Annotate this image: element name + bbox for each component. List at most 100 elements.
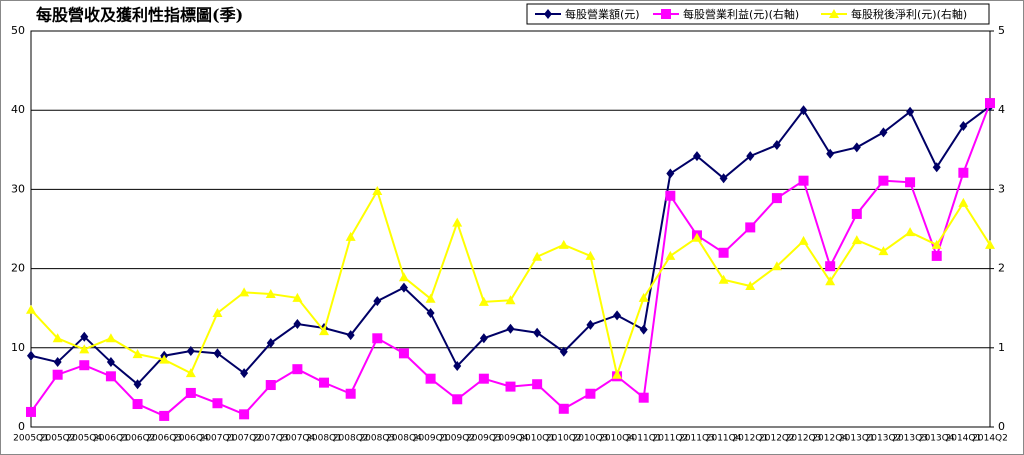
- marker: [185, 387, 196, 398]
- y-tick-label: 0: [18, 420, 25, 433]
- x-tick-label: 2011Q2: [652, 434, 688, 444]
- x-tick-label: 2011Q1: [626, 434, 662, 444]
- marker: [319, 377, 330, 388]
- marker: [661, 9, 671, 19]
- x-tick-label: 2013Q4: [919, 434, 955, 444]
- x-tick-label: 2009Q2: [439, 434, 475, 444]
- marker: [533, 327, 542, 338]
- x-tick-label: 2013Q3: [892, 434, 928, 444]
- marker: [958, 197, 969, 207]
- legend-label: 每股稅後淨利(元)(右軸): [851, 7, 967, 21]
- marker: [586, 319, 595, 330]
- x-tick-label: 2008Q2: [333, 434, 369, 444]
- marker: [52, 333, 63, 343]
- x-tick-label: 2006Q1: [93, 434, 129, 444]
- y2-tick-label: 3: [998, 182, 1005, 195]
- marker: [879, 127, 888, 138]
- marker: [532, 379, 543, 390]
- marker: [905, 227, 916, 237]
- marker: [506, 323, 515, 334]
- marker: [505, 295, 516, 305]
- x-tick-label: 2010Q3: [573, 434, 609, 444]
- marker: [52, 369, 63, 380]
- marker: [771, 193, 782, 204]
- marker: [213, 348, 222, 359]
- marker: [105, 371, 116, 382]
- marker: [985, 239, 995, 249]
- marker: [212, 307, 223, 317]
- x-tick-label: 2008Q4: [386, 434, 422, 444]
- marker: [266, 338, 275, 349]
- legend-label: 每股營業額(元): [565, 7, 640, 21]
- marker: [985, 98, 995, 109]
- x-tick-label: 2012Q1: [732, 434, 768, 444]
- marker: [878, 246, 889, 256]
- marker: [27, 350, 35, 361]
- x-tick-label: 2012Q4: [812, 434, 848, 444]
- y2-tick-label: 5: [998, 24, 1005, 37]
- marker: [958, 167, 969, 178]
- marker: [532, 251, 543, 261]
- marker: [373, 296, 382, 307]
- marker: [665, 250, 676, 260]
- series-markers: [26, 185, 995, 379]
- x-tick-label: 2009Q1: [413, 434, 449, 444]
- x-tick-label: 2014Q1: [946, 434, 982, 444]
- marker: [105, 333, 116, 343]
- y-tick-label: 40: [11, 103, 25, 116]
- y2-tick-label: 4: [998, 103, 1005, 116]
- marker: [798, 235, 809, 245]
- marker: [186, 345, 195, 356]
- marker: [829, 9, 839, 18]
- marker: [26, 406, 36, 417]
- marker: [692, 151, 701, 162]
- marker: [79, 360, 90, 371]
- marker: [293, 319, 302, 330]
- marker: [505, 381, 516, 392]
- x-tick-label: 2006Q4: [173, 434, 209, 444]
- marker: [585, 250, 596, 260]
- x-tick-label: 2005Q2: [40, 434, 76, 444]
- legend-box: [526, 3, 990, 25]
- marker: [558, 239, 569, 249]
- marker: [746, 151, 755, 162]
- x-tick-label: 2008Q3: [359, 434, 395, 444]
- marker: [772, 140, 781, 151]
- marker: [906, 106, 915, 117]
- marker: [719, 173, 728, 184]
- y-tick-label: 30: [11, 182, 25, 195]
- marker: [239, 409, 250, 420]
- marker: [398, 348, 409, 359]
- marker: [638, 292, 649, 302]
- marker: [265, 288, 276, 298]
- marker: [399, 282, 408, 293]
- x-tick-label: 2010Q4: [599, 434, 635, 444]
- y-tick-label: 10: [11, 341, 25, 354]
- marker: [905, 177, 916, 188]
- marker: [931, 239, 942, 249]
- marker: [453, 361, 462, 372]
- marker: [878, 175, 889, 186]
- chart-title: 每股營收及獲利性指標圖(季): [36, 6, 243, 25]
- marker: [212, 398, 223, 409]
- marker: [825, 261, 836, 272]
- marker: [372, 333, 383, 344]
- marker: [346, 330, 355, 341]
- marker: [745, 222, 756, 233]
- y-tick-label: 50: [11, 24, 25, 37]
- y2-tick-label: 2: [998, 262, 1005, 275]
- marker: [798, 175, 809, 186]
- marker: [665, 190, 676, 201]
- marker: [26, 304, 36, 314]
- marker: [452, 394, 463, 405]
- marker: [851, 208, 862, 219]
- x-tick-label: 2010Q2: [546, 434, 582, 444]
- x-tick-label: 2012Q3: [786, 434, 822, 444]
- marker: [852, 142, 861, 153]
- x-tick-label: 2007Q1: [200, 434, 236, 444]
- x-tick-label: 2014Q2: [972, 434, 1008, 444]
- marker: [612, 369, 623, 379]
- marker: [478, 373, 489, 384]
- marker: [558, 403, 569, 414]
